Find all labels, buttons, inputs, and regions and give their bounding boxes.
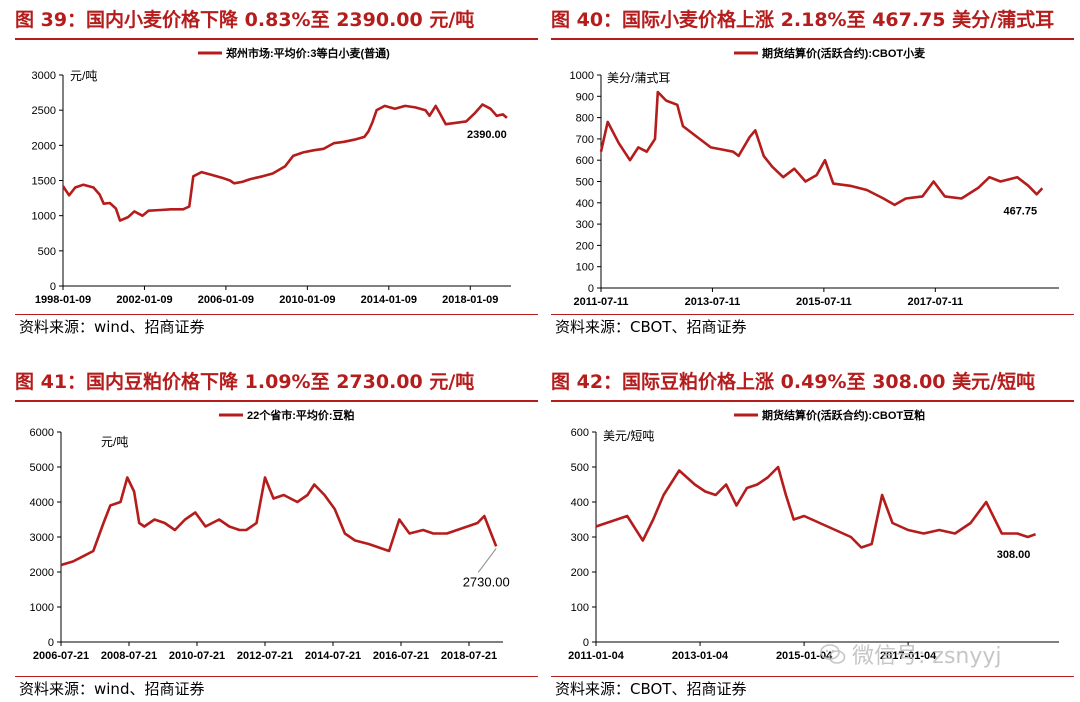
- legend-label: 期货结算价(活跃合约):CBOT小麦: [762, 46, 926, 60]
- chart-source: 资料来源：CBOT、招商证券: [555, 318, 747, 336]
- y-tick-label: 500: [38, 246, 56, 258]
- y-tick-label: 100: [576, 262, 594, 274]
- chart-panel-soymeal-domestic: 图 41：国内豆粕价格下降 1.09%至 2730.00 元/吨 22个省市:平…: [15, 362, 538, 702]
- y-tick-label: 600: [576, 155, 594, 167]
- chart-title: 图 40：国际小麦价格上涨 2.18%至 467.75 美分/蒲式耳: [551, 6, 1074, 40]
- series-line: [595, 465, 1037, 549]
- x-tick-label: 2017-07-11: [907, 296, 963, 308]
- y-tick-label: 0: [50, 281, 56, 293]
- wechat-watermark: 微信号: zsnyyj: [820, 636, 1050, 672]
- unit-label: 美分/蒲式耳: [607, 71, 670, 85]
- chart-source: 资料来源：wind、招商证券: [19, 318, 205, 336]
- x-tick-label: 2008-07-21: [101, 650, 157, 662]
- y-tick-label: 700: [576, 134, 594, 146]
- x-tick-label: 2016-07-21: [373, 650, 429, 662]
- series-line: [599, 90, 1044, 207]
- wechat-icon: [820, 644, 846, 664]
- y-tick-label: 3000: [30, 532, 54, 544]
- source-divider: [551, 676, 1074, 677]
- end-value-label: 308.00: [997, 549, 1031, 561]
- y-tick-label: 500: [576, 177, 594, 189]
- y-tick-label: 400: [571, 497, 589, 509]
- end-label-pointer: [477, 548, 497, 573]
- source-divider: [15, 314, 538, 315]
- series-line: [60, 476, 498, 567]
- chart-legend: 22个省市:平均价:豆粕: [219, 408, 355, 422]
- chart-title: 图 41：国内豆粕价格下降 1.09%至 2730.00 元/吨: [15, 368, 538, 402]
- x-tick-label: 2015-07-11: [796, 296, 852, 308]
- x-tick-label: 2002-01-09: [116, 294, 172, 306]
- y-tick-label: 2000: [32, 140, 56, 152]
- chart-svg: 22个省市:平均价:豆粕6000500040003000200010000200…: [30, 408, 510, 662]
- y-tick-label: 6000: [30, 427, 54, 439]
- source-divider: [15, 676, 538, 677]
- chart-source: 资料来源：wind、招商证券: [19, 680, 205, 698]
- x-tick-label: 2013-01-04: [672, 650, 729, 662]
- x-tick-label: 2012-07-21: [237, 650, 293, 662]
- y-tick-label: 200: [571, 567, 589, 579]
- chart-panel-wheat-international: 图 40：国际小麦价格上涨 2.18%至 467.75 美分/蒲式耳 期货结算价…: [551, 0, 1074, 340]
- legend-label: 郑州市场:平均价:3等白小麦(普通): [226, 46, 390, 60]
- unit-label: 元/吨: [101, 435, 128, 449]
- unit-label: 美元/短吨: [603, 429, 654, 443]
- chart-title: 图 39：国内小麦价格下降 0.83%至 2390.00 元/吨: [15, 6, 538, 40]
- chart-source: 资料来源：CBOT、招商证券: [555, 680, 747, 698]
- series-line: [61, 103, 508, 222]
- y-tick-label: 1000: [570, 70, 594, 82]
- y-tick-label: 2500: [32, 105, 56, 117]
- y-tick-label: 1000: [30, 602, 54, 614]
- chart-title: 图 42：国际豆粕价格上涨 0.49%至 308.00 美元/短吨: [551, 368, 1074, 402]
- y-tick-label: 1000: [32, 211, 56, 223]
- y-tick-label: 300: [571, 532, 589, 544]
- y-tick-label: 500: [571, 462, 589, 474]
- x-tick-label: 2014-01-09: [361, 294, 417, 306]
- y-tick-label: 1500: [32, 176, 56, 188]
- legend-label: 22个省市:平均价:豆粕: [247, 408, 355, 422]
- chart-panel-wheat-domestic: 图 39：国内小麦价格下降 0.83%至 2390.00 元/吨 郑州市场:平均…: [15, 0, 538, 340]
- y-tick-label: 0: [48, 637, 54, 649]
- y-tick-label: 300: [576, 219, 594, 231]
- y-tick-label: 200: [576, 240, 594, 252]
- y-tick-label: 400: [576, 198, 594, 210]
- y-tick-label: 5000: [30, 462, 54, 474]
- end-value-label: 467.75: [1003, 205, 1037, 217]
- y-tick-label: 3000: [32, 70, 56, 82]
- x-tick-label: 2010-07-21: [169, 650, 225, 662]
- x-tick-label: 2011-07-11: [573, 296, 628, 308]
- end-value-label: 2730.00: [463, 574, 510, 589]
- x-tick-label: 2006-01-09: [198, 294, 254, 306]
- y-tick-label: 600: [571, 427, 589, 439]
- chart-svg: 期货结算价(活跃合约):CBOT豆粕6005004003002001000201…: [568, 408, 1059, 662]
- y-tick-label: 2000: [30, 567, 54, 579]
- y-tick-label: 900: [576, 91, 594, 103]
- end-value-label: 2390.00: [467, 129, 507, 141]
- legend-label: 期货结算价(活跃合约):CBOT豆粕: [762, 408, 925, 422]
- chart-legend: 期货结算价(活跃合约):CBOT豆粕: [734, 408, 925, 422]
- x-tick-label: 2015-01-04: [776, 650, 833, 662]
- x-tick-label: 2018-01-09: [442, 294, 498, 306]
- y-tick-label: 4000: [30, 497, 54, 509]
- y-tick-label: 100: [571, 602, 589, 614]
- x-tick-label: 2018-07-21: [441, 650, 497, 662]
- x-tick-label: 1998-01-09: [35, 294, 91, 306]
- x-tick-label: 2017-01-04: [880, 650, 937, 662]
- x-tick-label: 2006-07-21: [33, 650, 89, 662]
- y-tick-label: 0: [588, 283, 594, 295]
- x-tick-label: 2014-07-21: [305, 650, 361, 662]
- x-tick-label: 2010-01-09: [279, 294, 335, 306]
- chart-svg: 期货结算价(活跃合约):CBOT小麦1000900800700600500400…: [570, 46, 1059, 308]
- y-tick-label: 800: [576, 113, 594, 125]
- x-tick-label: 2011-01-04: [568, 650, 625, 662]
- chart-legend: 郑州市场:平均价:3等白小麦(普通): [198, 46, 390, 60]
- chart-panel-soymeal-international: 图 42：国际豆粕价格上涨 0.49%至 308.00 美元/短吨 期货结算价(…: [551, 362, 1074, 702]
- watermark-text: 微信号: zsnyyj: [852, 644, 1002, 669]
- unit-label: 元/吨: [70, 69, 97, 83]
- source-divider: [551, 314, 1074, 315]
- y-tick-label: 0: [583, 637, 589, 649]
- chart-legend: 期货结算价(活跃合约):CBOT小麦: [734, 46, 926, 60]
- chart-svg: 郑州市场:平均价:3等白小麦(普通) 3000 2500 2000 1500 1000 50…: [32, 46, 511, 306]
- x-tick-label: 2013-07-11: [685, 296, 741, 308]
